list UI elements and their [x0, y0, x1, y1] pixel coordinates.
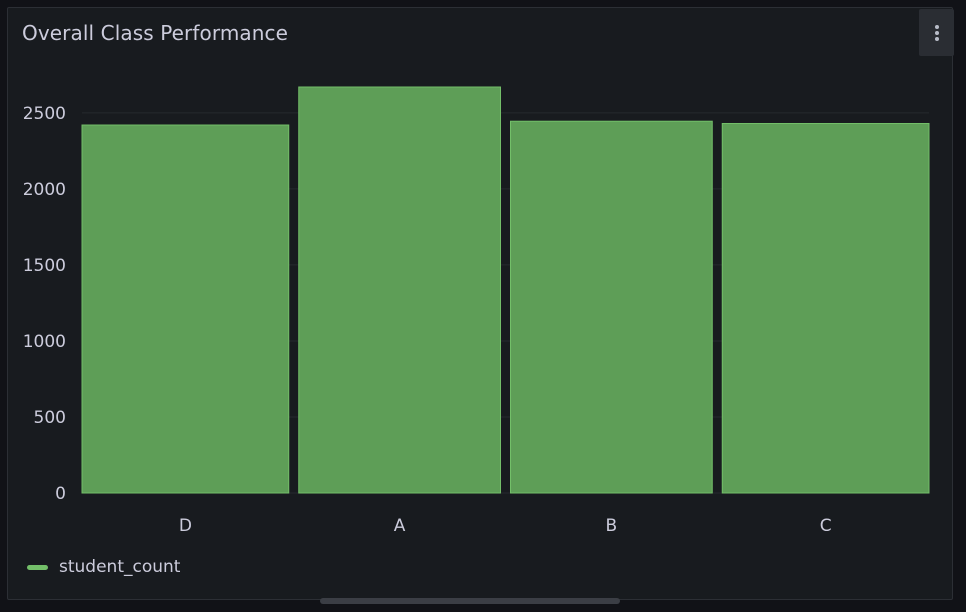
y-tick-label: 1500 — [23, 256, 66, 276]
legend-item-student-count[interactable]: student_count — [27, 557, 180, 577]
bar-c[interactable] — [721, 122, 930, 494]
legend-label: student_count — [59, 557, 181, 577]
y-tick-label: 0 — [55, 484, 66, 504]
panel-menu-button[interactable] — [919, 9, 954, 56]
bar-d[interactable] — [81, 124, 290, 494]
vertical-dots-icon-dot — [935, 37, 939, 41]
x-tick-label: B — [606, 516, 618, 536]
x-tick-label: C — [820, 516, 832, 536]
bar-b[interactable] — [510, 120, 713, 494]
vertical-dots-icon-dot — [935, 31, 939, 35]
y-tick-label: 1000 — [23, 332, 66, 352]
vertical-dots-icon — [935, 25, 939, 29]
panel-title: Overall Class Performance — [22, 21, 289, 45]
y-tick-label: 500 — [34, 408, 66, 428]
y-tick-label: 2500 — [23, 104, 66, 124]
legend-swatch — [27, 564, 48, 570]
bars — [81, 86, 930, 494]
bar-a[interactable] — [298, 86, 501, 494]
y-axis-ticks: 0 500 1000 1500 2000 2500 — [23, 104, 66, 504]
horizontal-scrollbar[interactable] — [320, 598, 620, 604]
x-tick-label: D — [179, 516, 192, 536]
x-tick-label: A — [394, 516, 406, 536]
y-tick-label: 2000 — [23, 180, 66, 200]
